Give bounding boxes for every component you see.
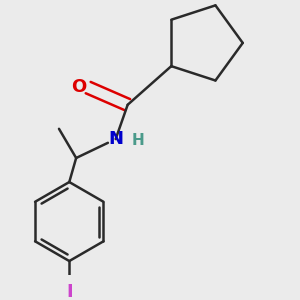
Text: I: I [66, 284, 73, 300]
Text: N: N [108, 130, 123, 148]
Text: O: O [71, 78, 86, 96]
Text: H: H [132, 133, 144, 148]
